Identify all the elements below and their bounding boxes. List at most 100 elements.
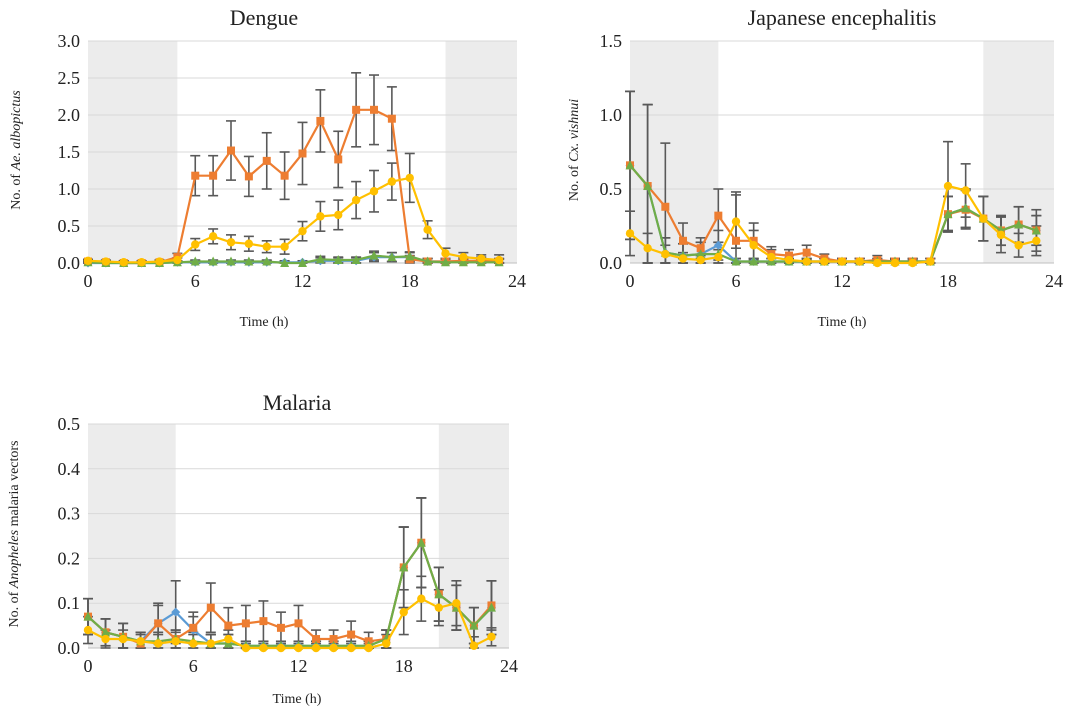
data-point (452, 599, 461, 608)
data-point (298, 149, 307, 158)
data-point (487, 632, 496, 641)
x-tick-label: 0 (84, 656, 93, 676)
data-point (280, 258, 290, 267)
data-point (191, 171, 200, 180)
data-point (370, 105, 378, 114)
data-point (153, 639, 163, 648)
x-tick-label: 6 (732, 271, 741, 291)
data-point (405, 173, 414, 183)
y-tick-label: 2.0 (58, 105, 81, 125)
data-point (1031, 225, 1041, 235)
y-tick-label: 0.2 (58, 548, 81, 568)
data-point (191, 240, 200, 249)
data-point (382, 639, 391, 648)
data-point (137, 258, 146, 267)
data-point (802, 248, 811, 257)
data-point (226, 238, 236, 247)
data-point (369, 187, 379, 196)
data-point (926, 257, 935, 266)
data-point (943, 181, 953, 191)
y-tick-label: 0.3 (58, 504, 81, 524)
x-tick-label: 24 (1045, 271, 1063, 291)
data-point (352, 105, 361, 114)
x-tick-label: 12 (290, 656, 308, 676)
x-tick-label: 18 (401, 271, 419, 291)
y-tick-label: 3.0 (58, 31, 81, 51)
data-point (417, 594, 426, 603)
data-point (469, 641, 479, 650)
data-point (486, 602, 496, 612)
data-point (351, 195, 361, 205)
data-point (155, 257, 164, 266)
data-point (749, 256, 759, 266)
data-point (423, 225, 432, 234)
data-point (458, 257, 468, 267)
y-axis-label: No. of Ae. albopictus (9, 90, 24, 210)
y-tick-label: 1.0 (58, 179, 81, 199)
plot-area (630, 40, 1054, 264)
data-point (731, 256, 741, 266)
data-point (259, 643, 268, 653)
chart-title: Dengue (230, 5, 298, 30)
data-point (837, 257, 847, 266)
data-point (262, 256, 272, 266)
data-point (294, 643, 303, 653)
data-point (494, 255, 504, 265)
x-tick-label: 6 (191, 271, 200, 291)
data-point (208, 256, 218, 266)
data-point (171, 637, 180, 646)
data-point (171, 607, 181, 617)
x-tick-label: 6 (189, 656, 198, 676)
y-tick-label: 0.5 (58, 414, 81, 434)
data-point (276, 623, 285, 632)
night-band (88, 424, 176, 648)
data-point (625, 229, 635, 238)
data-point (333, 255, 343, 265)
data-point (477, 254, 486, 263)
data-point (224, 621, 233, 630)
y-axis-label: No. of Anopheles malaria vectors (7, 440, 22, 627)
data-point (206, 603, 215, 612)
data-point (276, 643, 286, 653)
chart-malaria: Malaria Time (h) No. of Anopheles malari… (7, 390, 518, 707)
data-point (749, 236, 758, 245)
x-tick-label: 0 (626, 271, 635, 291)
data-point (767, 252, 776, 262)
data-point (713, 240, 723, 250)
data-point (316, 212, 325, 221)
data-point (209, 171, 218, 180)
data-point (890, 258, 900, 268)
data-point (696, 249, 706, 259)
data-point (961, 186, 970, 195)
data-point (908, 258, 917, 268)
data-point (298, 258, 307, 267)
data-point (346, 643, 356, 653)
data-point (208, 232, 218, 241)
chart-title: Malaria (263, 390, 332, 415)
data-point (679, 236, 687, 245)
x-tick-label: 12 (833, 271, 851, 291)
data-point (280, 242, 289, 251)
y-tick-label: 0.0 (58, 253, 81, 273)
data-point (101, 634, 110, 644)
data-point (136, 637, 145, 646)
y-tick-label: 0.4 (58, 459, 81, 479)
data-point (1014, 219, 1024, 229)
data-point (154, 619, 163, 628)
y-tick-label: 2.5 (58, 68, 81, 88)
x-tick-label: 24 (500, 656, 518, 676)
data-point (259, 617, 268, 626)
data-point (227, 146, 235, 155)
data-point (732, 236, 740, 245)
data-point (643, 181, 653, 191)
data-point (298, 226, 307, 236)
chart-dengue: Dengue Time (h) No. of Ae. albopictus 0.… (9, 5, 526, 330)
data-point (369, 250, 379, 260)
data-point (334, 210, 343, 220)
data-point (961, 203, 971, 213)
data-point (469, 620, 479, 630)
data-point (262, 242, 271, 251)
data-point (83, 625, 93, 635)
y-tick-label: 0.0 (600, 253, 623, 273)
